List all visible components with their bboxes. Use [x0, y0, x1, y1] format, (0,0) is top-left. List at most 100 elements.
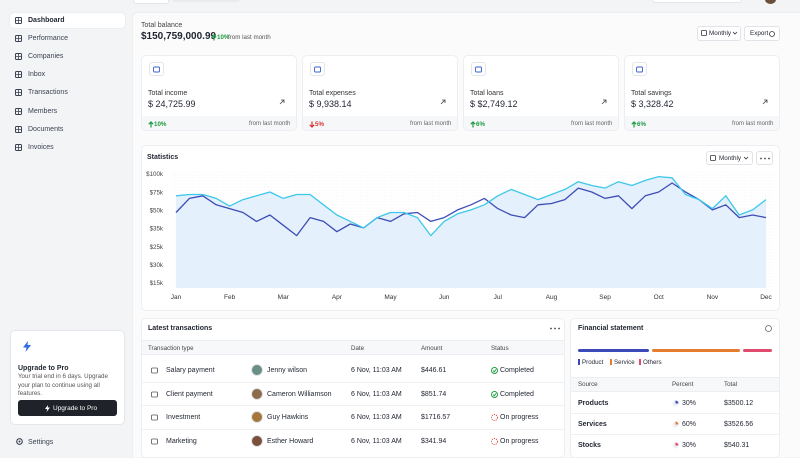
column-header: Source [578, 381, 598, 388]
nav-item[interactable]: Members [28, 107, 58, 115]
status-icon [491, 366, 498, 374]
nav-item[interactable]: Companies [28, 52, 64, 60]
status: Completed [500, 366, 534, 374]
chart-period-button[interactable] [706, 151, 753, 165]
card-icon-box [471, 62, 486, 76]
arrow-up [631, 120, 637, 127]
card-link-icon [440, 99, 446, 105]
status-icon [491, 437, 498, 445]
balance-change-note: from last month [228, 34, 271, 41]
column-header: Total [724, 381, 738, 388]
transaction-type: Investment [166, 413, 201, 421]
arrow-up [211, 34, 217, 41]
date: 6 Nov, 11:03 AM [351, 413, 402, 421]
card-icon [153, 66, 160, 72]
source: Products [578, 399, 609, 407]
row-divider [571, 434, 779, 435]
source: Services [578, 420, 607, 428]
active-nav[interactable] [10, 13, 125, 28]
legend-swatch [639, 359, 641, 365]
header-button[interactable] [744, 26, 780, 41]
type-icon [151, 367, 158, 373]
avatar [251, 364, 263, 376]
more-icon [550, 327, 560, 330]
status: On progress [500, 413, 539, 421]
card-change: 10% [154, 120, 167, 128]
card-icon-box [149, 62, 164, 76]
column-header: Transaction type [148, 344, 194, 352]
amount: $851.74 [421, 390, 447, 398]
person-name: Cameron Williamson [267, 390, 332, 398]
card-icon-box [310, 62, 325, 76]
transactions-header-row [142, 340, 564, 355]
status-icon [491, 390, 498, 398]
upgrade-title: Upgrade to Pro [18, 364, 69, 372]
card-change: 6% [476, 120, 485, 128]
status: On progress [500, 437, 539, 445]
chart-period-label: Monthly [719, 154, 742, 162]
card-change-note: from last month [571, 120, 613, 127]
nav-item[interactable]: Inbox [28, 70, 46, 78]
nav-item[interactable]: Dashboard [28, 16, 65, 24]
card-value: $ 3,328.42 [631, 99, 674, 109]
bolt-small [45, 404, 50, 412]
person-name: Esther Howard [267, 437, 314, 445]
nav-icon [15, 16, 22, 24]
chevron [743, 156, 749, 160]
transaction-type: Salary payment [166, 366, 215, 374]
row-divider [142, 429, 564, 430]
balance-label: Total balance [141, 21, 183, 29]
column-header: Date [351, 344, 365, 352]
card-change: 6% [637, 120, 646, 128]
card-value: $ $2,749.12 [470, 99, 518, 109]
type-icon [151, 414, 158, 420]
percent: 30% [682, 399, 697, 407]
nav-item[interactable]: Invoices [28, 143, 54, 151]
percent-icon [672, 400, 679, 406]
stat-card-footer [624, 116, 780, 131]
header-button-label: Monthly [709, 30, 732, 37]
financial-header-row [571, 377, 779, 392]
settings[interactable]: Settings [28, 438, 54, 446]
header-button[interactable] [697, 26, 741, 41]
upgrade-button[interactable] [18, 400, 117, 416]
top-tab [133, 0, 169, 4]
info-icon [765, 324, 772, 332]
chart-title: Statistics [147, 153, 179, 161]
card-title: Total expenses [309, 89, 356, 97]
column-header: Status [491, 344, 509, 352]
nav-item[interactable]: Transactions [28, 88, 68, 96]
card-title: Total loans [470, 89, 504, 97]
share-bar-service [652, 349, 740, 352]
transactions-title: Latest transactions [148, 324, 213, 332]
balance-change: 10% [217, 34, 230, 41]
column-header: Amount [421, 344, 443, 352]
amount: $1716.57 [421, 413, 451, 421]
chart-card [141, 145, 780, 311]
card-icon-box [632, 62, 647, 76]
nav-item[interactable]: Performance [28, 34, 69, 42]
nav-item[interactable]: Documents [28, 125, 64, 133]
nav-icon [15, 34, 22, 42]
stat-card-footer [302, 116, 458, 131]
date: 6 Nov, 11:03 AM [351, 437, 402, 445]
calendar-icon [701, 30, 707, 36]
card-title: Total savings [631, 89, 672, 97]
card-change-note: from last month [732, 120, 774, 127]
bolt-icon [23, 341, 31, 352]
amount: $341.94 [421, 437, 447, 445]
transaction-type: Client payment [166, 390, 213, 398]
card-link-icon [762, 99, 768, 105]
stat-card-footer [463, 116, 619, 131]
legend-swatch [610, 359, 612, 365]
date: 6 Nov, 11:03 AM [351, 366, 402, 374]
percent: 60% [682, 420, 697, 428]
type-icon [151, 438, 158, 444]
card-icon [475, 66, 482, 72]
arrow-down [309, 121, 315, 128]
avatar [251, 388, 263, 400]
nav-icon [15, 143, 22, 151]
legend-label: Others [643, 358, 662, 366]
percent: 30% [682, 441, 697, 449]
